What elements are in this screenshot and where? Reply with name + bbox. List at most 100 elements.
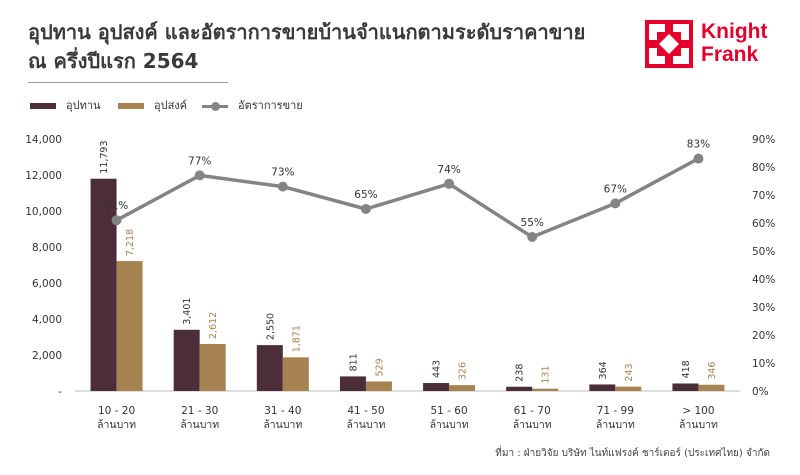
supply-bar — [173, 329, 200, 391]
logo-line-2: Frank — [701, 43, 759, 66]
x-tick-sublabel: ล้านบาท — [430, 419, 469, 431]
x-tick-label: 61 - 70 — [514, 405, 551, 417]
chart-title: อุปทาน อุปสงค์ และอัตราการขายบ้านจำแนกตา… — [28, 18, 628, 76]
demand-data-label: 1,871 — [291, 325, 302, 352]
x-tick-sublabel: ล้านบาท — [679, 419, 718, 431]
title-divider — [28, 82, 228, 83]
demand-bar — [365, 381, 392, 391]
supply-data-label: 2,550 — [265, 313, 276, 340]
y-left-tick-label: 10,000 — [25, 206, 62, 218]
sales-rate-label: 74% — [437, 164, 460, 176]
demand-data-label: 326 — [458, 362, 469, 380]
y-right-tick-label: 10% — [752, 358, 775, 370]
demand-bar — [199, 343, 226, 391]
y-right-tick-label: 20% — [752, 330, 775, 342]
sales-rate-line — [115, 157, 700, 239]
y-left-tick-label: 6,000 — [32, 278, 62, 290]
supply-data-label: 238 — [515, 364, 526, 382]
y-right-tick-label: 80% — [752, 162, 775, 174]
sales-rate-label: 55% — [521, 217, 544, 229]
supply-bar — [589, 384, 616, 391]
y-left-tick-label: 4,000 — [32, 314, 62, 326]
x-tick-sublabel: ล้านบาท — [97, 419, 136, 431]
sales-rate-point — [277, 181, 288, 192]
supply-data-label: 364 — [598, 361, 609, 379]
demand-data-label: 243 — [624, 363, 635, 381]
supply-data-label: 443 — [432, 360, 443, 378]
logo-mark-icon — [645, 20, 693, 68]
demand-data-label: 2,612 — [208, 312, 219, 339]
y-left-tick-label: 2,000 — [32, 350, 62, 362]
x-tick-sublabel: ล้านบาท — [180, 419, 219, 431]
x-tick-sublabel: ล้านบาท — [513, 419, 552, 431]
sales-rate-point — [527, 232, 538, 242]
supply-bar — [423, 383, 450, 391]
chart-title-line-2: ณ ครึ่งปีแรก 2564 — [28, 49, 199, 73]
logo-wordmark: Knight Frank — [701, 20, 767, 66]
knight-frank-logo: Knight Frank — [645, 20, 775, 70]
chart-title-line-1: อุปทาน อุปสงค์ และอัตราการขายบ้านจำแนกตา… — [28, 20, 586, 44]
demand-bar — [116, 261, 143, 391]
supply-data-label: 811 — [348, 353, 359, 371]
x-tick-label: 41 - 50 — [347, 405, 384, 417]
supply-bar — [90, 178, 117, 391]
y-right-tick-label: 60% — [752, 218, 775, 230]
y-left-tick-label: - — [58, 386, 62, 398]
demand-bar — [698, 384, 725, 391]
source-note: ที่มา : ฝ่ายวิจัย บริษัท ไนท์แฟรงค์ ชาร์… — [495, 448, 770, 459]
legend-marker-sales-rate — [211, 102, 220, 111]
x-tick-label: 10 - 20 — [98, 405, 135, 417]
demand-bar — [615, 386, 642, 391]
sales-rate-point — [444, 178, 455, 189]
demand-bar — [282, 357, 309, 391]
demand-data-label: 7,218 — [125, 229, 136, 256]
legend-label-sales-rate: อัตราการขาย — [238, 99, 303, 112]
x-tick-sublabel: ล้านบาท — [346, 419, 385, 431]
sales-rate-point — [360, 204, 371, 214]
legend-swatch-supply — [30, 103, 56, 109]
supply-bar — [672, 383, 699, 391]
y-left-tick-label: 12,000 — [25, 170, 62, 182]
legend-label-supply: อุปทาน — [66, 99, 101, 112]
x-tick-label: 71 - 99 — [597, 405, 634, 417]
sales-rate-point — [693, 153, 704, 164]
sales-rate-label: 67% — [604, 183, 627, 195]
legend-label-demand: อุปสงค์ — [154, 99, 188, 112]
y-left-tick-label: 8,000 — [32, 242, 62, 254]
y-right-tick-label: 0% — [752, 386, 769, 398]
supply-bar — [339, 376, 366, 391]
supply-data-label: 11,793 — [99, 140, 110, 173]
x-tick-sublabel: ล้านบาท — [596, 419, 635, 431]
x-tick-label: > 100 — [682, 405, 714, 417]
legend-swatch-demand — [118, 103, 144, 109]
supply-bar — [256, 345, 283, 391]
y-right-tick-label: 90% — [752, 134, 775, 146]
sales-rate-point — [610, 198, 621, 209]
sales-rate-label: 65% — [354, 189, 377, 201]
sales-rate-label: 73% — [271, 167, 294, 179]
demand-bar — [449, 385, 476, 391]
x-tick-sublabel: ล้านบาท — [263, 419, 302, 431]
demand-bar — [532, 388, 559, 391]
demand-data-label: 131 — [541, 366, 552, 384]
y-left-tick-label: 14,000 — [25, 134, 62, 146]
sales-rate-point — [111, 215, 122, 226]
x-tick-label: 51 - 60 — [430, 405, 467, 417]
y-right-tick-label: 30% — [752, 302, 775, 314]
y-right-tick-label: 50% — [752, 246, 775, 258]
sales-rate-label: 83% — [687, 139, 710, 151]
demand-data-label: 529 — [374, 358, 385, 376]
supply-data-label: 418 — [681, 360, 692, 378]
y-right-tick-label: 70% — [752, 190, 775, 202]
sales-rate-point — [194, 170, 205, 181]
x-tick-label: 31 - 40 — [264, 405, 301, 417]
sales-rate-label: 61% — [105, 200, 128, 212]
y-right-tick-label: 40% — [752, 274, 775, 286]
logo-line-1: Knight — [701, 20, 768, 43]
x-tick-label: 21 - 30 — [181, 405, 218, 417]
supply-bar — [506, 386, 533, 391]
sales-rate-label: 77% — [188, 155, 211, 167]
demand-data-label: 346 — [707, 362, 718, 380]
supply-data-label: 3,401 — [182, 298, 193, 325]
